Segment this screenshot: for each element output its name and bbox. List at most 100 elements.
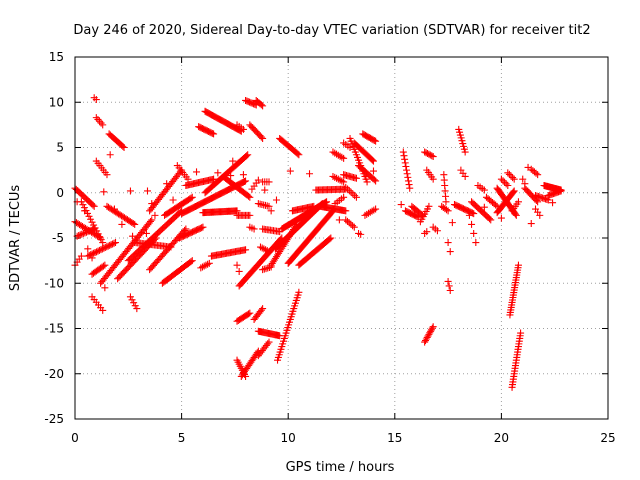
data-point (448, 219, 456, 227)
data-point (425, 330, 433, 338)
data-point (423, 228, 431, 236)
data-point (246, 193, 254, 201)
data-point (96, 233, 104, 241)
data-point (77, 252, 85, 260)
data-point (509, 174, 517, 182)
data-point (370, 206, 378, 214)
data-point (485, 215, 493, 223)
data-point (351, 192, 359, 200)
data-point (118, 220, 126, 228)
data-point (97, 119, 105, 127)
data-point (532, 196, 540, 204)
data-point (369, 157, 377, 165)
data-point (468, 220, 476, 228)
data-point (519, 175, 527, 183)
data-point (98, 245, 106, 253)
data-point (204, 260, 212, 268)
data-point (151, 211, 159, 219)
data-point (509, 188, 517, 196)
data-point (142, 229, 150, 237)
data-point (254, 176, 262, 184)
data-point (267, 207, 275, 215)
data-point (372, 177, 380, 185)
data-point (366, 208, 374, 216)
data-point (227, 172, 235, 180)
y-tick-label: 0 (56, 186, 64, 200)
data-point (246, 211, 254, 219)
data-point (327, 234, 335, 242)
data-point (368, 207, 376, 215)
data-point (445, 282, 453, 290)
data-point (514, 261, 522, 269)
data-point (76, 231, 84, 239)
data-point (205, 259, 213, 267)
data-point (239, 125, 247, 133)
data-point (86, 227, 94, 235)
data-point (472, 239, 480, 247)
data-point (92, 96, 100, 104)
data-point (79, 230, 87, 238)
data-point (198, 224, 206, 232)
data-point (422, 337, 430, 345)
data-point (369, 167, 377, 175)
data-point (265, 202, 273, 210)
y-tick-label: -5 (52, 231, 64, 245)
data-point (549, 199, 557, 207)
data-point (110, 239, 118, 247)
data-point (349, 190, 357, 198)
data-point (257, 133, 265, 141)
data-point (242, 177, 250, 185)
data-point (331, 149, 339, 157)
data-point (510, 187, 518, 195)
data-point (428, 152, 436, 160)
data-point (91, 224, 99, 232)
data-point (429, 323, 437, 331)
data-point (101, 261, 109, 269)
data-point (338, 153, 346, 161)
y-tick-label: 10 (49, 95, 64, 109)
data-point (81, 229, 89, 237)
y-tick-label: -25 (44, 412, 64, 426)
data-point (210, 175, 218, 183)
data-point (511, 210, 519, 218)
data-point (82, 228, 90, 236)
data-point (101, 284, 109, 292)
data-point (446, 286, 454, 294)
data-point (126, 293, 134, 301)
data-layer (71, 94, 565, 391)
data-point (229, 157, 237, 165)
data-point (87, 251, 95, 259)
data-point (100, 188, 108, 196)
data-point (97, 234, 105, 242)
data-point (510, 175, 518, 183)
y-tick-label: -10 (44, 276, 64, 290)
data-point (109, 240, 117, 248)
data-point (94, 247, 102, 255)
y-axis-label: SDTVAR / TECUs (8, 185, 23, 292)
data-point (334, 151, 342, 159)
data-point (370, 176, 378, 184)
data-point (88, 218, 96, 226)
data-point (89, 201, 97, 209)
data-point (443, 206, 451, 214)
data-point (259, 305, 267, 313)
data-point (512, 211, 520, 219)
data-point (84, 245, 92, 253)
data-point (492, 201, 500, 209)
data-point (265, 248, 273, 256)
data-point (163, 180, 171, 188)
data-point (79, 201, 87, 209)
data-point (96, 117, 104, 125)
data-point (112, 239, 120, 247)
data-point (501, 178, 509, 186)
data-point (365, 209, 373, 217)
data-point (406, 184, 414, 192)
data-point (532, 169, 540, 177)
data-point (148, 200, 156, 208)
data-point (427, 327, 435, 335)
data-point (433, 227, 441, 235)
data-point (94, 115, 102, 123)
data-point (429, 153, 437, 161)
data-point (264, 340, 272, 348)
data-point (286, 167, 294, 175)
